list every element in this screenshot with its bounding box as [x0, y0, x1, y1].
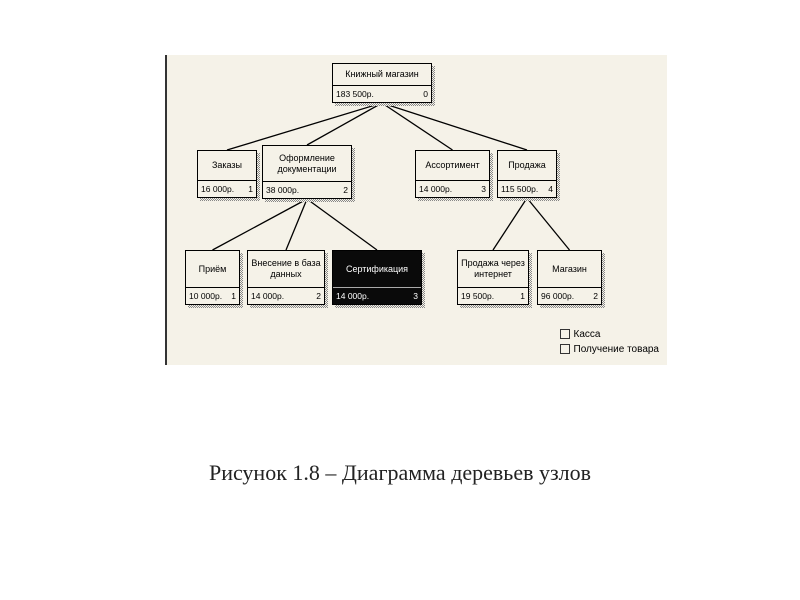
node-number: 2: [343, 185, 348, 195]
edge: [286, 199, 307, 250]
figure-caption: Рисунок 1.8 – Диаграмма деревьев узлов: [0, 460, 800, 486]
node-title: Внесение в база данных: [248, 251, 324, 288]
node-number: 2: [316, 291, 321, 301]
node-value: 96 000р.: [541, 291, 574, 301]
legend-label: Касса: [574, 327, 601, 342]
tree-node-root: Книжный магазин 183 500р. 0: [332, 63, 432, 103]
node-value: 10 000р.: [189, 291, 222, 301]
node-number: 4: [548, 184, 553, 194]
tree-node-assort: Ассортимент 14 000р. 3: [415, 150, 490, 198]
edge: [213, 199, 308, 250]
edge: [382, 103, 527, 150]
edge: [307, 103, 382, 145]
node-value: 16 000р.: [201, 184, 234, 194]
edge: [527, 198, 570, 250]
node-title: Сертификация: [333, 251, 421, 288]
node-footer: 96 000р. 2: [538, 288, 601, 304]
node-footer: 10 000р. 1: [186, 288, 239, 304]
node-title: Продажа: [498, 151, 556, 181]
node-title: Ассортимент: [416, 151, 489, 181]
legend: Касса Получение товара: [560, 327, 660, 357]
node-footer: 14 000р. 3: [416, 181, 489, 197]
node-value: 19 500р.: [461, 291, 494, 301]
tree-node-docs: Оформление документации 38 000р. 2: [262, 145, 352, 199]
tree-node-recv: Приём 10 000р. 1: [185, 250, 240, 305]
tree-node-orders: Заказы 16 000р. 1: [197, 150, 257, 198]
legend-label: Получение товара: [574, 342, 660, 357]
node-title: Приём: [186, 251, 239, 288]
node-footer: 115 500р. 4: [498, 181, 556, 197]
tree-node-shop: Магазин 96 000р. 2: [537, 250, 602, 305]
node-footer: 183 500р. 0: [333, 86, 431, 102]
node-number: 2: [593, 291, 598, 301]
edge: [227, 103, 382, 150]
legend-item: Касса: [560, 327, 660, 342]
node-value: 14 000р.: [251, 291, 284, 301]
node-value: 14 000р.: [419, 184, 452, 194]
node-value: 115 500р.: [501, 184, 538, 194]
edge: [493, 198, 527, 250]
tree-node-inet: Продажа через интернет 19 500р. 1: [457, 250, 529, 305]
node-title: Магазин: [538, 251, 601, 288]
node-footer: 16 000р. 1: [198, 181, 256, 197]
node-value: 183 500р.: [336, 89, 374, 99]
node-footer: 19 500р. 1: [458, 288, 528, 304]
node-number: 1: [231, 291, 236, 301]
node-footer: 14 000р. 2: [248, 288, 324, 304]
tree-node-db: Внесение в база данных 14 000р. 2: [247, 250, 325, 305]
tree-node-cert: Сертификация 14 000р. 3: [332, 250, 422, 305]
node-title: Заказы: [198, 151, 256, 181]
node-number: 3: [481, 184, 486, 194]
edge: [307, 199, 377, 250]
legend-marker-icon: [560, 329, 570, 339]
node-number: 3: [413, 291, 418, 301]
tree-node-sale: Продажа 115 500р. 4: [497, 150, 557, 198]
node-value: 38 000р.: [266, 185, 299, 195]
edge: [382, 103, 453, 150]
node-number: 1: [520, 291, 525, 301]
node-title: Книжный магазин: [333, 64, 431, 86]
node-title: Продажа через интернет: [458, 251, 528, 288]
legend-item: Получение товара: [560, 342, 660, 357]
node-number: 0: [423, 89, 428, 99]
diagram-area: Касса Получение товара Книжный магазин18…: [165, 55, 667, 365]
node-value: 14 000р.: [336, 291, 369, 301]
node-footer: 14 000р. 3: [333, 288, 421, 304]
node-footer: 38 000р. 2: [263, 182, 351, 198]
node-title: Оформление документации: [263, 146, 351, 182]
legend-marker-icon: [560, 344, 570, 354]
node-number: 1: [248, 184, 253, 194]
